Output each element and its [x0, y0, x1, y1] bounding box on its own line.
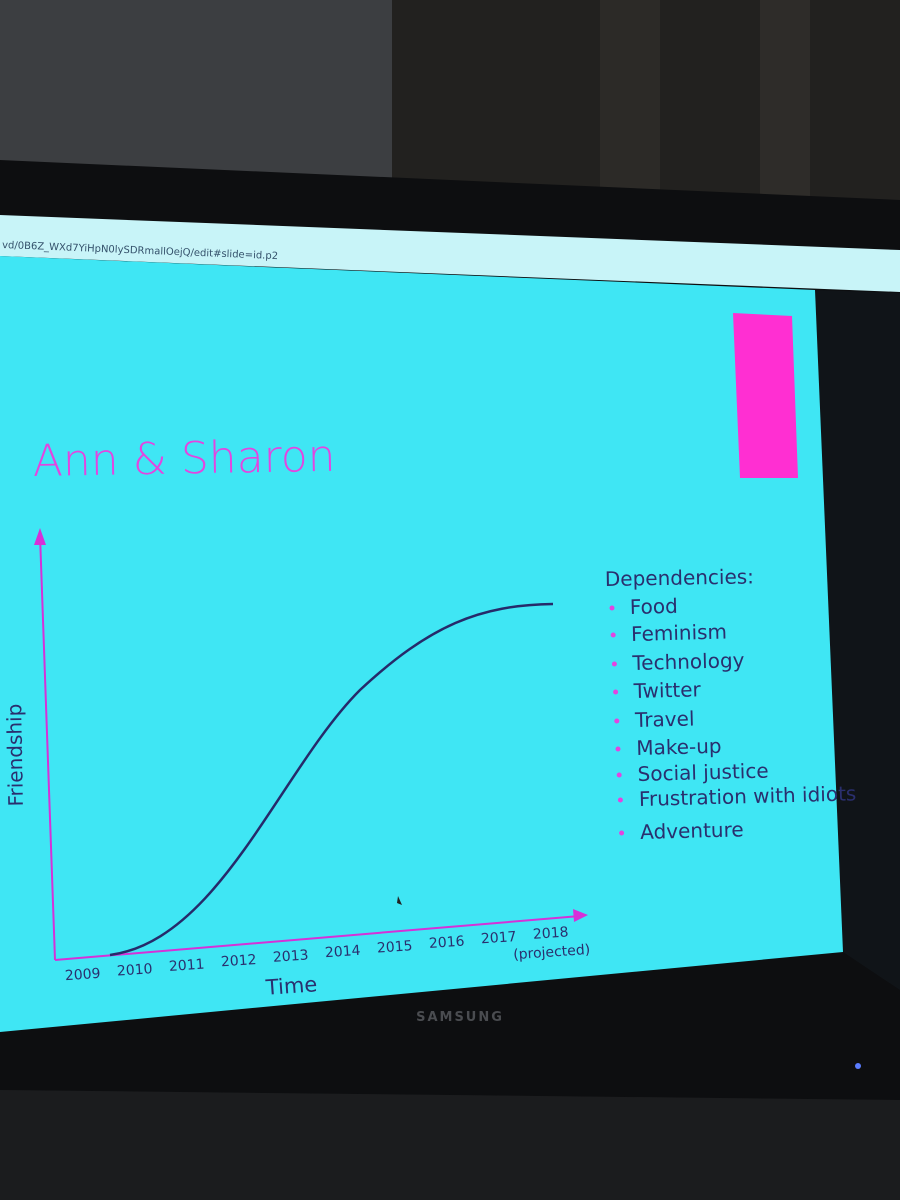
bullet — [610, 632, 616, 638]
brand: SAMSUNG — [416, 1010, 504, 1025]
x-arrow — [573, 909, 588, 922]
bullet — [611, 661, 617, 667]
bullet — [614, 718, 620, 724]
list-item: Travel — [634, 706, 695, 732]
x-tick-label: 2018 — [532, 924, 569, 942]
list-item: Feminism — [631, 619, 727, 646]
bullet — [609, 605, 615, 611]
x-axis-label: Time — [264, 972, 318, 1000]
x-tick-label: 2012 — [220, 952, 257, 970]
list-item: Frustration with idiots — [639, 781, 857, 811]
curtain-fold — [600, 0, 660, 200]
cursor — [397, 896, 402, 905]
tv-stand-area — [0, 1090, 900, 1200]
screen-side — [815, 290, 900, 990]
bullet — [613, 689, 619, 695]
power-light — [855, 1063, 861, 1069]
pink-block — [733, 313, 798, 478]
slide — [0, 256, 843, 1032]
x-tick-label: 2014 — [324, 943, 361, 961]
x-tick-label: 2011 — [168, 957, 205, 975]
friendship-curve — [109, 602, 554, 957]
list-item: Technology — [631, 648, 745, 675]
list-item: Make-up — [636, 734, 722, 760]
list-item: Social justice — [637, 759, 769, 786]
bullet — [617, 797, 623, 803]
x-tick-label: 2013 — [272, 947, 309, 965]
x-tick-note: (projected) — [513, 942, 591, 963]
list-item: Twitter — [632, 677, 701, 703]
bullet — [616, 772, 622, 778]
list-item: Adventure — [640, 817, 744, 844]
x-tick-label: 2016 — [428, 934, 465, 952]
x-axis — [54, 915, 581, 961]
x-tick-label: 2009 — [64, 966, 101, 984]
bullet — [615, 746, 621, 752]
y-axis — [39, 534, 56, 961]
y-axis-label: Friendship — [2, 703, 28, 806]
slide-title: Ann & Sharon — [32, 431, 336, 487]
browser-bar — [0, 215, 900, 292]
y-arrow — [34, 528, 46, 545]
list-item: Food — [630, 594, 679, 619]
x-tick-label: 2017 — [480, 929, 517, 947]
list-heading: Dependencies: — [605, 564, 754, 591]
curtain-fold — [760, 0, 810, 200]
x-tick-label: 2010 — [116, 961, 153, 979]
wall — [0, 0, 392, 180]
x-tick-label: 2015 — [376, 938, 413, 956]
bullet — [619, 830, 625, 836]
